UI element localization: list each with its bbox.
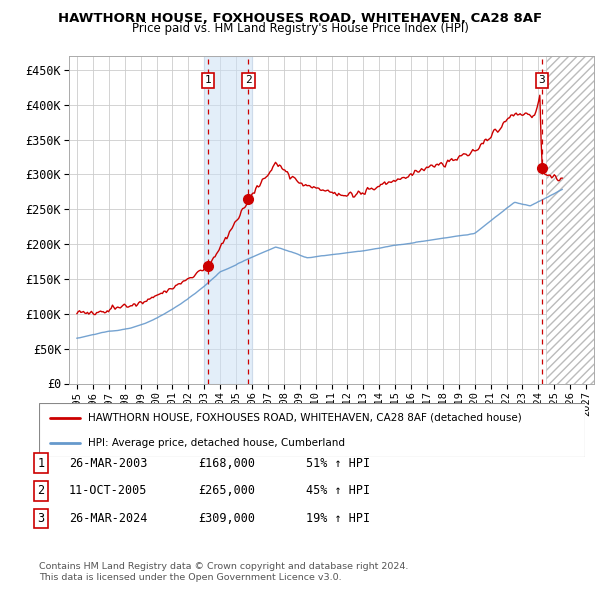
Text: 1: 1: [37, 457, 44, 470]
FancyBboxPatch shape: [39, 403, 585, 457]
Text: 2: 2: [37, 484, 44, 497]
Text: 26-MAR-2024: 26-MAR-2024: [69, 512, 148, 525]
Text: This data is licensed under the Open Government Licence v3.0.: This data is licensed under the Open Gov…: [39, 572, 341, 582]
Text: HAWTHORN HOUSE, FOXHOUSES ROAD, WHITEHAVEN, CA28 8AF: HAWTHORN HOUSE, FOXHOUSES ROAD, WHITEHAV…: [58, 12, 542, 25]
Bar: [546, 56, 594, 384]
Text: 51% ↑ HPI: 51% ↑ HPI: [306, 457, 370, 470]
Text: 19% ↑ HPI: 19% ↑ HPI: [306, 512, 370, 525]
Text: 3: 3: [37, 512, 44, 525]
Text: 45% ↑ HPI: 45% ↑ HPI: [306, 484, 370, 497]
Text: HPI: Average price, detached house, Cumberland: HPI: Average price, detached house, Cumb…: [88, 438, 345, 448]
Text: HAWTHORN HOUSE, FOXHOUSES ROAD, WHITEHAVEN, CA28 8AF (detached house): HAWTHORN HOUSE, FOXHOUSES ROAD, WHITEHAV…: [88, 412, 522, 422]
Text: 11-OCT-2005: 11-OCT-2005: [69, 484, 148, 497]
Text: 3: 3: [539, 76, 545, 86]
Text: £309,000: £309,000: [198, 512, 255, 525]
Text: Price paid vs. HM Land Registry's House Price Index (HPI): Price paid vs. HM Land Registry's House …: [131, 22, 469, 35]
Text: £168,000: £168,000: [198, 457, 255, 470]
Text: £265,000: £265,000: [198, 484, 255, 497]
Text: 26-MAR-2003: 26-MAR-2003: [69, 457, 148, 470]
Bar: [204, 56, 252, 384]
Text: 2: 2: [245, 76, 252, 86]
Text: 1: 1: [205, 76, 211, 86]
Text: Contains HM Land Registry data © Crown copyright and database right 2024.: Contains HM Land Registry data © Crown c…: [39, 562, 409, 571]
